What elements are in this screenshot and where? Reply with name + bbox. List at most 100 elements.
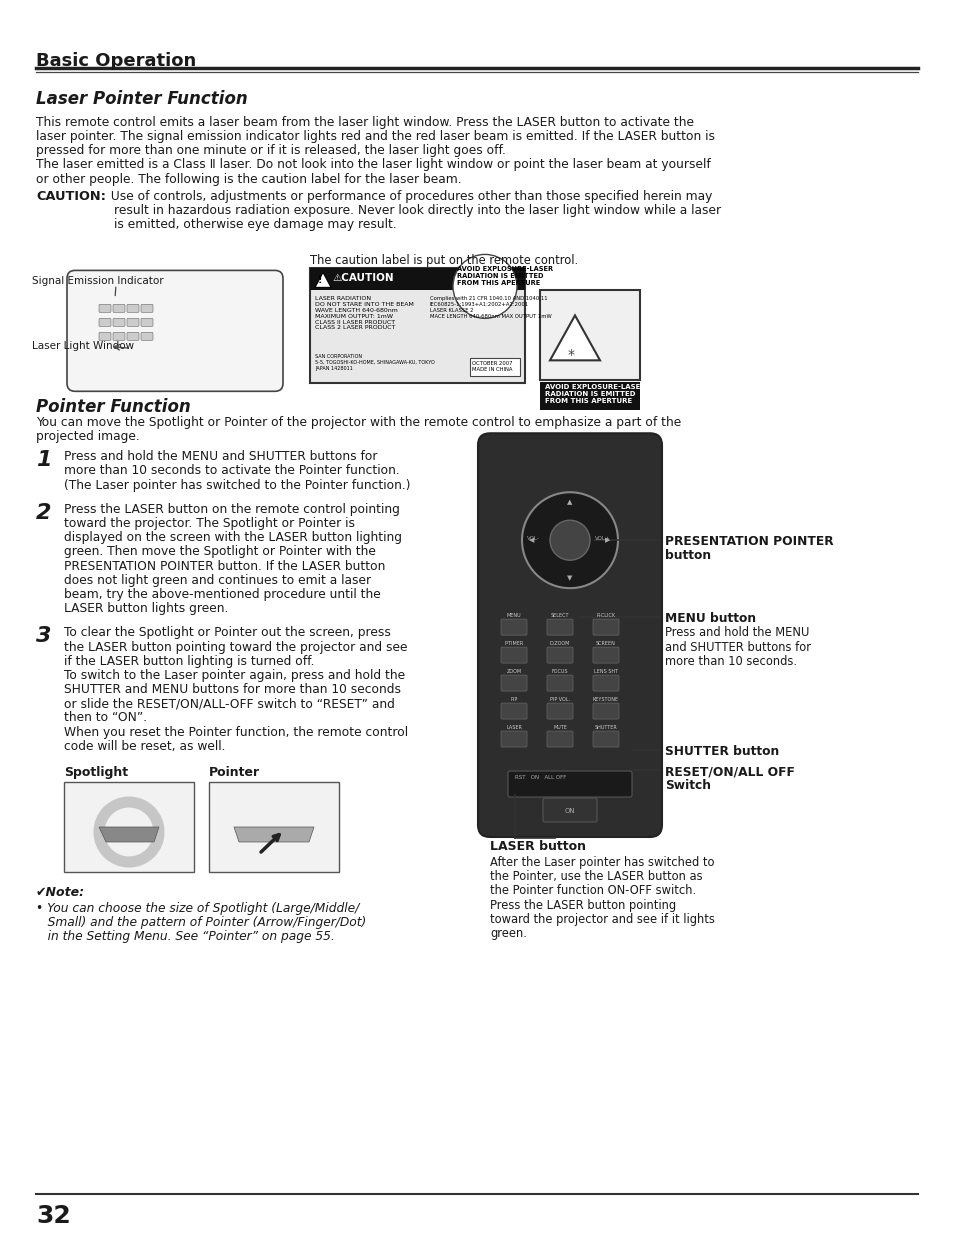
Text: SAN CORPORATION
5-5, TOGOSHI-KO-HOME, SHINAGAWA-KU, TOKYO
JAPAN 1428011: SAN CORPORATION 5-5, TOGOSHI-KO-HOME, SH… (314, 354, 435, 370)
FancyBboxPatch shape (470, 358, 519, 377)
FancyBboxPatch shape (539, 290, 639, 380)
Text: Switch: Switch (664, 779, 710, 792)
Text: pressed for more than one minute or if it is released, the laser light goes off.: pressed for more than one minute or if i… (36, 144, 505, 157)
FancyBboxPatch shape (64, 782, 193, 872)
FancyBboxPatch shape (500, 619, 526, 635)
Text: ◀: ◀ (529, 537, 534, 543)
Text: The laser emitted is a Class Ⅱ laser. Do not look into the laser light window or: The laser emitted is a Class Ⅱ laser. Do… (36, 158, 710, 172)
Text: SHUTTER: SHUTTER (594, 725, 617, 730)
Text: Use of controls, adjustments or performance of procedures other than those speci: Use of controls, adjustments or performa… (103, 190, 712, 203)
Text: Press the LASER button pointing: Press the LASER button pointing (490, 899, 676, 911)
Text: PIP: PIP (510, 697, 517, 701)
Text: Signal Emission Indicator: Signal Emission Indicator (32, 277, 164, 287)
Text: displayed on the screen with the LASER button lighting: displayed on the screen with the LASER b… (64, 531, 401, 545)
FancyBboxPatch shape (127, 304, 139, 312)
Text: LASER button lights green.: LASER button lights green. (64, 603, 228, 615)
Text: beam, try the above-mentioned procedure until the: beam, try the above-mentioned procedure … (64, 588, 380, 601)
Text: button: button (664, 550, 710, 562)
Text: ZOOM: ZOOM (506, 669, 521, 674)
FancyBboxPatch shape (141, 304, 152, 312)
Text: This remote control emits a laser beam from the laser light window. Press the LA: This remote control emits a laser beam f… (36, 116, 693, 128)
FancyBboxPatch shape (593, 703, 618, 719)
Text: 3: 3 (36, 626, 51, 646)
Text: the Pointer, use the LASER button as: the Pointer, use the LASER button as (490, 871, 702, 883)
Text: toward the projector and see if it lights: toward the projector and see if it light… (490, 913, 714, 926)
FancyBboxPatch shape (593, 731, 618, 747)
Text: LASER RADIATION
DO NOT STARE INTO THE BEAM
WAVE LENGTH 640-680nm
MAXIMUM OUTPUT:: LASER RADIATION DO NOT STARE INTO THE BE… (314, 296, 414, 331)
FancyBboxPatch shape (127, 332, 139, 341)
Text: ⚠CAUTION: ⚠CAUTION (332, 273, 394, 283)
Text: Laser Light Window: Laser Light Window (32, 341, 134, 351)
FancyBboxPatch shape (67, 270, 283, 391)
Text: if the LASER button lighting is turned off.: if the LASER button lighting is turned o… (64, 655, 314, 668)
Text: then to “ON”.: then to “ON”. (64, 711, 147, 725)
FancyBboxPatch shape (546, 647, 573, 663)
Text: When you reset the Pointer function, the remote control: When you reset the Pointer function, the… (64, 726, 408, 739)
Text: The caution label is put on the remote control.: The caution label is put on the remote c… (310, 254, 578, 268)
FancyBboxPatch shape (542, 798, 597, 823)
Text: ▼: ▼ (567, 576, 572, 582)
Text: LASER: LASER (505, 725, 521, 730)
Text: !: ! (317, 275, 322, 285)
Text: and SHUTTER buttons for: and SHUTTER buttons for (664, 641, 810, 653)
FancyBboxPatch shape (209, 782, 338, 872)
Text: R-CLICK: R-CLICK (596, 613, 615, 619)
Text: VOL-: VOL- (526, 536, 539, 541)
Text: (The Laser pointer has switched to the Pointer function.): (The Laser pointer has switched to the P… (64, 479, 410, 492)
Circle shape (521, 493, 618, 588)
Text: ON: ON (564, 808, 575, 814)
Text: more than 10 seconds.: more than 10 seconds. (664, 655, 796, 668)
Text: 2: 2 (36, 503, 51, 522)
Text: more than 10 seconds to activate the Pointer function.: more than 10 seconds to activate the Poi… (64, 464, 399, 478)
Text: code will be reset, as well.: code will be reset, as well. (64, 740, 225, 753)
FancyBboxPatch shape (99, 319, 111, 326)
FancyBboxPatch shape (310, 268, 524, 290)
Text: P-TIMER: P-TIMER (504, 641, 523, 646)
Text: SHUTTER and MENU buttons for more than 10 seconds: SHUTTER and MENU buttons for more than 1… (64, 683, 400, 697)
Text: PRESENTATION POINTER: PRESENTATION POINTER (664, 535, 833, 548)
FancyBboxPatch shape (99, 304, 111, 312)
Circle shape (550, 520, 589, 561)
Text: or other people. The following is the caution label for the laser beam.: or other people. The following is the ca… (36, 173, 461, 185)
Text: D.ZOOM: D.ZOOM (549, 641, 570, 646)
FancyBboxPatch shape (546, 676, 573, 692)
FancyBboxPatch shape (500, 731, 526, 747)
Text: SHUTTER button: SHUTTER button (664, 745, 779, 758)
Text: Spotlight: Spotlight (64, 766, 128, 779)
FancyBboxPatch shape (127, 319, 139, 326)
Text: the LASER button pointing toward the projector and see: the LASER button pointing toward the pro… (64, 641, 407, 653)
FancyBboxPatch shape (593, 647, 618, 663)
Text: *: * (567, 348, 575, 362)
Text: SCREEN: SCREEN (596, 641, 616, 646)
Text: LENS SHT: LENS SHT (594, 669, 618, 674)
Polygon shape (99, 827, 159, 842)
Text: PIP VOL.: PIP VOL. (550, 697, 569, 701)
Text: After the Laser pointer has switched to: After the Laser pointer has switched to (490, 856, 714, 869)
Text: laser pointer. The signal emission indicator lights red and the red laser beam i: laser pointer. The signal emission indic… (36, 130, 714, 143)
Text: projected image.: projected image. (36, 431, 139, 443)
Text: LASER button: LASER button (490, 840, 585, 853)
Polygon shape (550, 315, 599, 361)
Text: 32: 32 (36, 1204, 71, 1228)
Text: does not light green and continues to emit a laser: does not light green and continues to em… (64, 574, 371, 587)
Text: Press the LASER button on the remote control pointing: Press the LASER button on the remote con… (64, 503, 399, 516)
Text: in the Setting Menu. See “Pointer” on page 55.: in the Setting Menu. See “Pointer” on pa… (36, 930, 335, 944)
Text: RESET/ON/ALL OFF: RESET/ON/ALL OFF (664, 764, 794, 778)
Text: Press and hold the MENU and SHUTTER buttons for: Press and hold the MENU and SHUTTER butt… (64, 451, 377, 463)
FancyBboxPatch shape (546, 619, 573, 635)
Text: AVOID EXPLOSURE-LASER
RADIATION IS EMITTED
FROM THIS APERTURE: AVOID EXPLOSURE-LASER RADIATION IS EMITT… (544, 384, 645, 404)
Text: 1: 1 (36, 451, 51, 471)
FancyBboxPatch shape (477, 433, 661, 837)
FancyBboxPatch shape (141, 332, 152, 341)
Polygon shape (233, 827, 314, 842)
Text: is emitted, otherwise eye damage may result.: is emitted, otherwise eye damage may res… (113, 219, 396, 231)
Text: To switch to the Laser pointer again, press and hold the: To switch to the Laser pointer again, pr… (64, 669, 405, 682)
Text: To clear the Spotlight or Pointer out the screen, press: To clear the Spotlight or Pointer out th… (64, 626, 391, 640)
Text: Pointer: Pointer (209, 766, 260, 779)
Text: ▶: ▶ (604, 537, 610, 543)
FancyBboxPatch shape (112, 332, 125, 341)
Text: OCTOBER 2007
MADE IN CHINA: OCTOBER 2007 MADE IN CHINA (472, 362, 512, 372)
Text: or slide the RESET/ON/ALL-OFF switch to “RESET” and: or slide the RESET/ON/ALL-OFF switch to … (64, 698, 395, 710)
Text: Laser Pointer Function: Laser Pointer Function (36, 90, 248, 107)
FancyBboxPatch shape (500, 703, 526, 719)
